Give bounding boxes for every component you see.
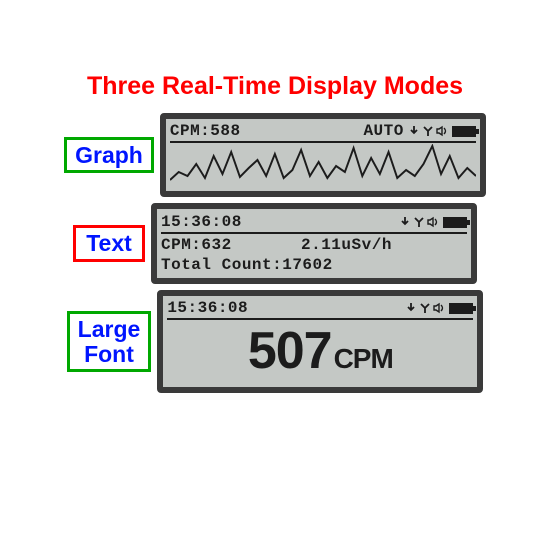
large-time: 15:36:08 bbox=[167, 299, 248, 317]
large-unit: CPM bbox=[334, 343, 393, 375]
text-row: Text 15:36:08 CPM:632 2.11uSv/h Total Co… bbox=[73, 203, 477, 284]
graph-lcd: CPM:588 AUTO bbox=[160, 113, 486, 197]
text-total-line: Total Count:17602 bbox=[161, 255, 467, 275]
graph-auto-text: AUTO bbox=[363, 122, 403, 140]
status-icons bbox=[405, 302, 473, 314]
graph-cpm-text: CPM:588 bbox=[170, 122, 241, 140]
status-icons bbox=[399, 216, 467, 228]
large-value: 507 bbox=[248, 321, 332, 381]
speaker-icon bbox=[427, 216, 439, 228]
antenna-icon bbox=[413, 216, 425, 228]
graph-label: Graph bbox=[64, 137, 154, 173]
large-font-label: Large Font bbox=[67, 311, 152, 371]
status-icons bbox=[408, 125, 476, 137]
divider bbox=[167, 318, 473, 320]
divider bbox=[161, 232, 467, 234]
large-reading: 507 CPM bbox=[167, 321, 473, 383]
battery-icon bbox=[449, 303, 473, 314]
large-lcd: 15:36:08 507 CPM bbox=[157, 290, 483, 393]
text-time: 15:36:08 bbox=[161, 213, 242, 231]
speaker-icon bbox=[436, 125, 448, 137]
divider bbox=[170, 141, 476, 143]
battery-icon bbox=[452, 126, 476, 137]
text-lcd: 15:36:08 CPM:632 2.11uSv/h Total Count:1… bbox=[151, 203, 477, 284]
waveform-graph bbox=[170, 144, 476, 184]
text-label: Text bbox=[73, 225, 145, 261]
text-reading-line: CPM:632 2.11uSv/h bbox=[161, 235, 467, 255]
arrow-down-icon bbox=[408, 125, 420, 137]
large-row: Large Font 15:36:08 507 CPM bbox=[67, 290, 484, 393]
large-time-line: 15:36:08 bbox=[167, 298, 473, 318]
graph-header: CPM:588 AUTO bbox=[170, 121, 476, 141]
large-label-line1: Large bbox=[78, 316, 141, 342]
antenna-icon bbox=[422, 125, 434, 137]
graph-row: Graph CPM:588 AUTO bbox=[64, 113, 486, 197]
large-label-line2: Font bbox=[84, 341, 134, 367]
text-time-line: 15:36:08 bbox=[161, 212, 467, 232]
arrow-down-icon bbox=[399, 216, 411, 228]
antenna-icon bbox=[419, 302, 431, 314]
arrow-down-icon bbox=[405, 302, 417, 314]
speaker-icon bbox=[433, 302, 445, 314]
battery-icon bbox=[443, 217, 467, 228]
text-cpm: CPM:632 bbox=[161, 236, 301, 254]
text-total: Total Count:17602 bbox=[161, 256, 333, 274]
page-title: Three Real-Time Display Modes bbox=[87, 72, 463, 101]
text-dose: 2.11uSv/h bbox=[301, 236, 392, 254]
